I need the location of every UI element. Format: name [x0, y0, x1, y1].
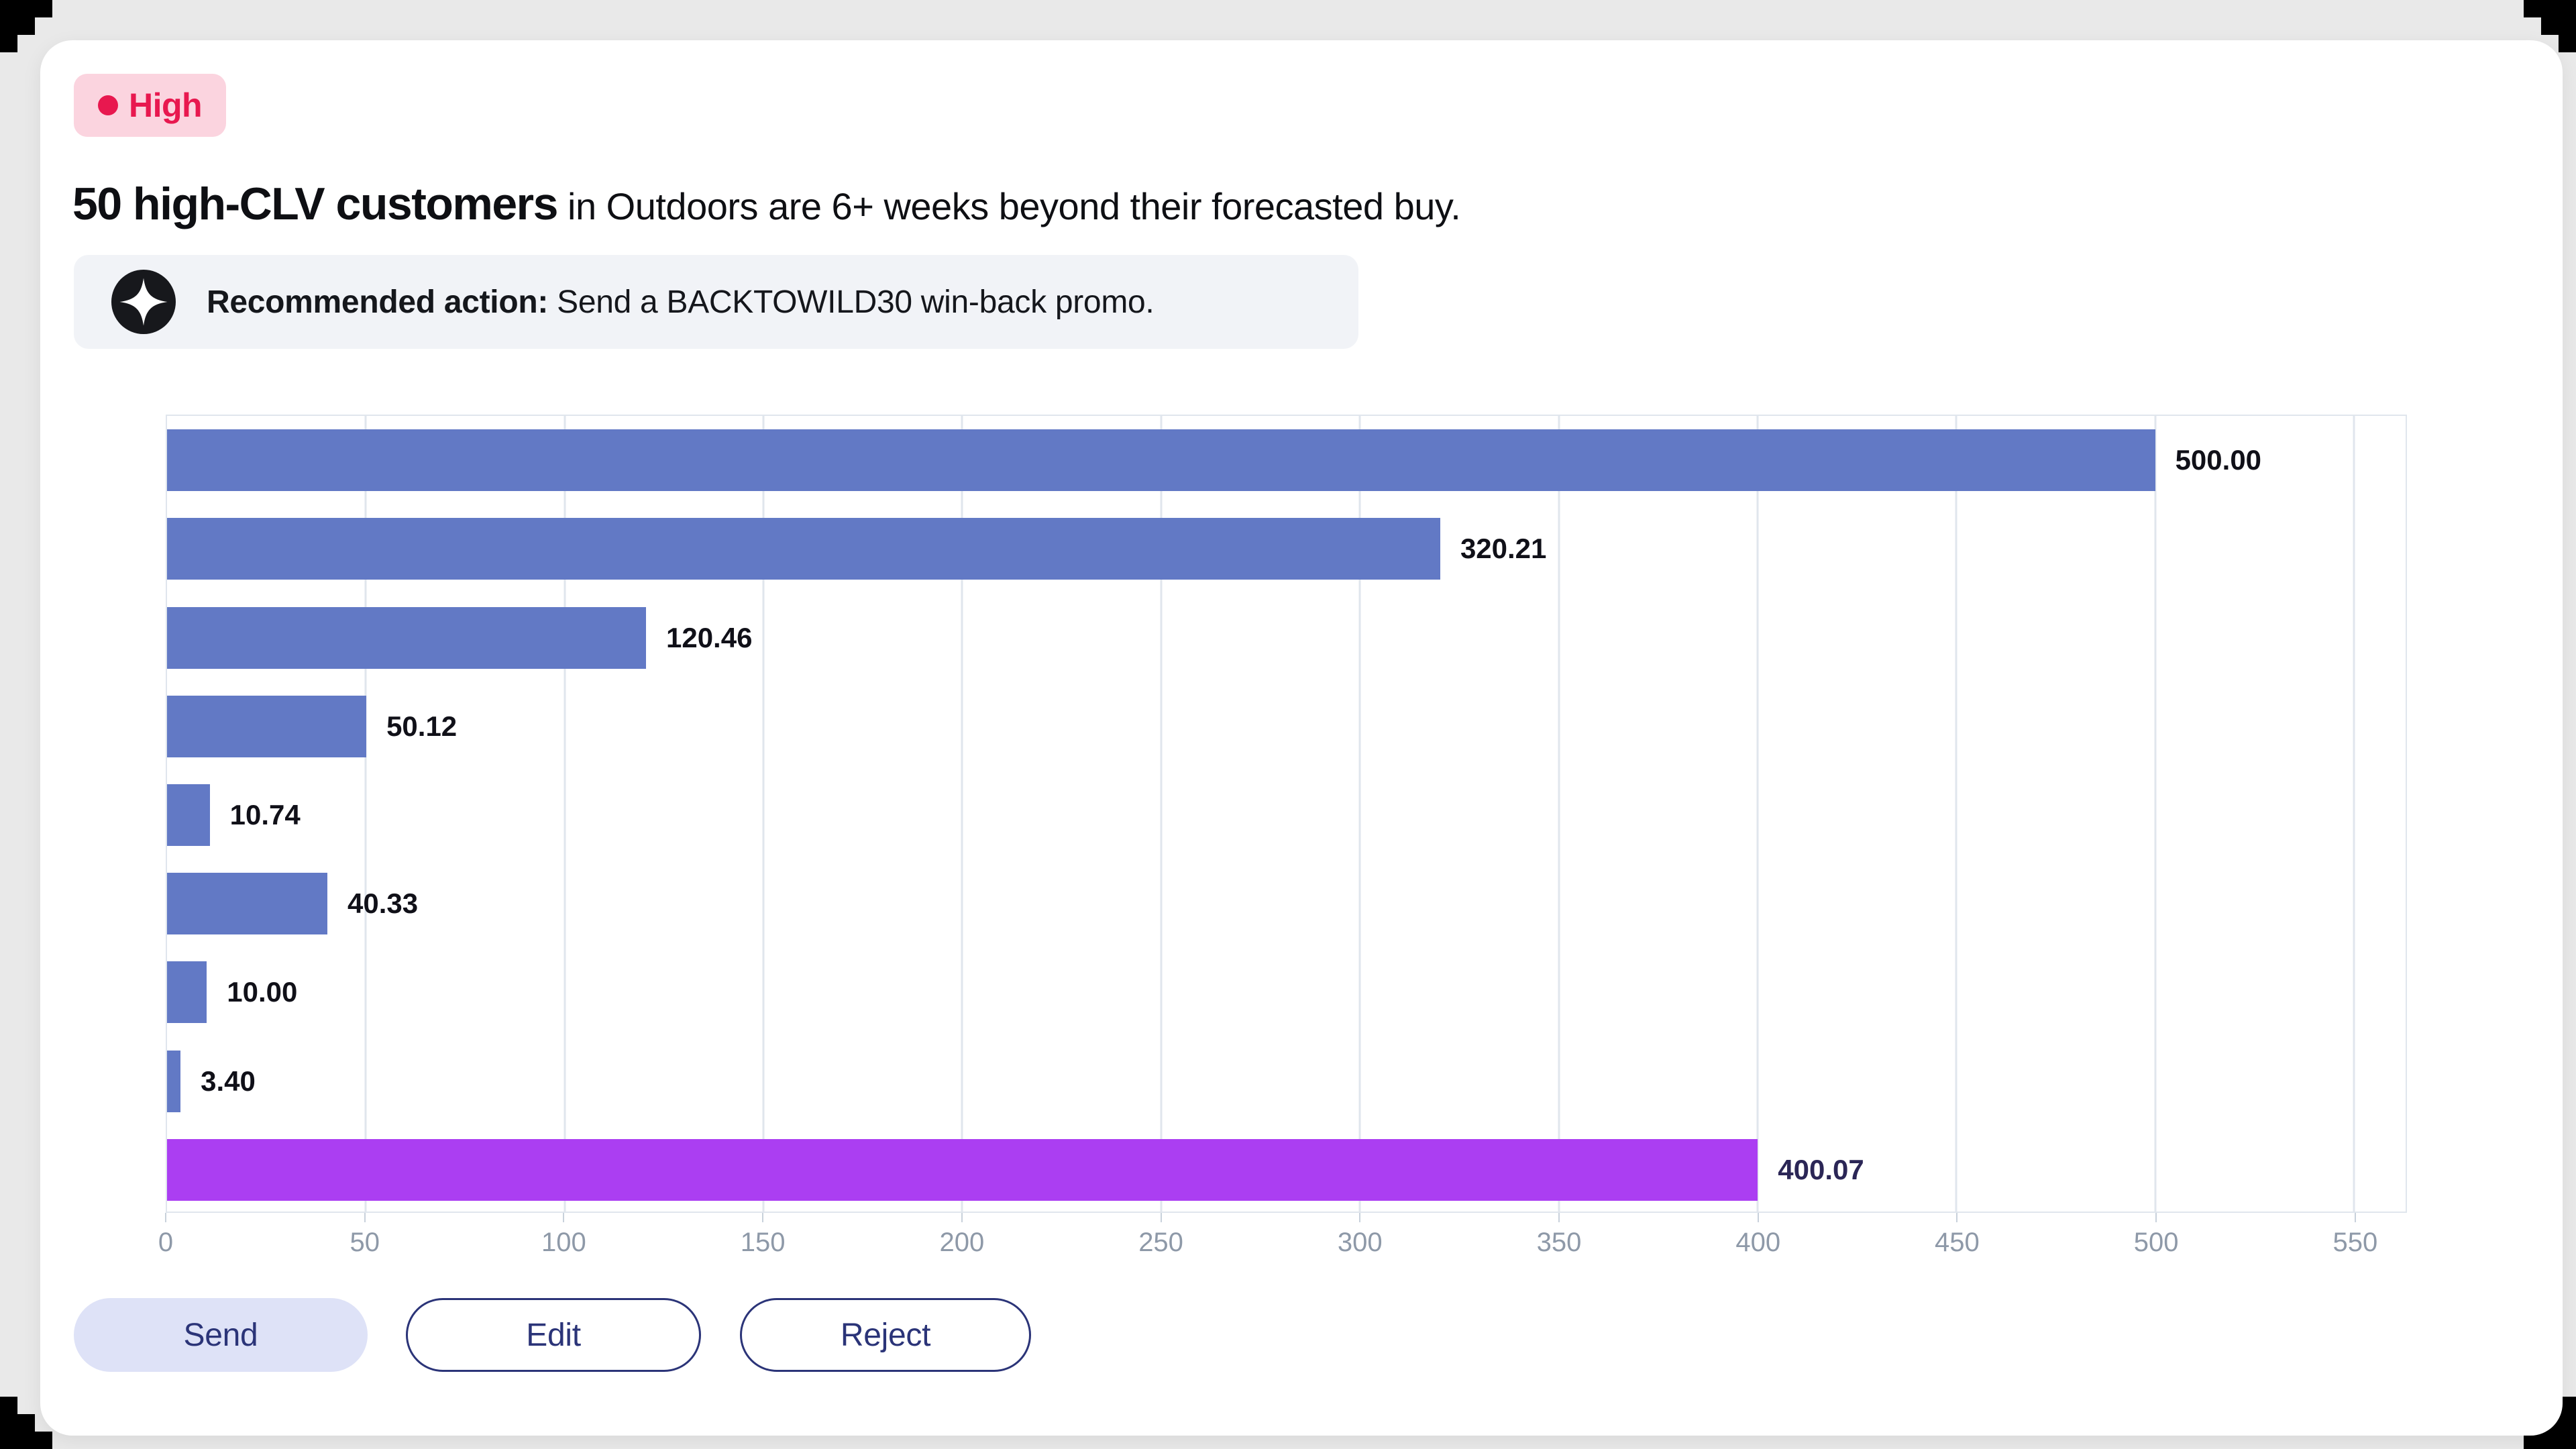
x-tick-label: 0	[158, 1228, 174, 1257]
corner-mark-top-left	[0, 0, 52, 52]
edit-button[interactable]: Edit	[406, 1298, 701, 1372]
x-tick-mark	[1558, 1213, 1560, 1222]
priority-badge-label: High	[129, 87, 203, 124]
bar-value-label: 400.07	[1778, 1153, 1864, 1185]
x-tick-label: 150	[740, 1228, 786, 1257]
x-tick-label: 300	[1337, 1228, 1383, 1257]
bar	[167, 518, 1440, 580]
bar	[167, 695, 367, 757]
sparkle-icon	[111, 270, 176, 334]
gridline	[1558, 416, 1560, 1212]
x-tick-label: 350	[1536, 1228, 1582, 1257]
bar	[167, 1138, 1758, 1201]
x-tick-mark	[1160, 1213, 1162, 1222]
gridline	[1756, 416, 1759, 1212]
x-tick-label: 450	[1935, 1228, 1980, 1257]
gridline	[2154, 416, 2157, 1212]
bar-value-label: 10.00	[227, 976, 298, 1008]
bar	[167, 961, 207, 1024]
x-tick-mark	[165, 1213, 166, 1222]
x-tick-mark	[2354, 1213, 2356, 1222]
priority-badge: High	[74, 74, 227, 137]
x-tick-label: 200	[939, 1228, 985, 1257]
x-tick-mark	[364, 1213, 366, 1222]
bar-value-label: 50.12	[386, 710, 458, 742]
x-tick-label: 250	[1138, 1228, 1183, 1257]
x-tick-label: 400	[1735, 1228, 1781, 1257]
gridline	[1955, 416, 1957, 1212]
bar-chart: 500.00 320.21 120.46 50.12 10.74 40.33 10.00 3.…	[158, 415, 2407, 1267]
gridline	[364, 416, 367, 1212]
bar-value-label: 500.00	[2175, 444, 2262, 476]
x-axis: 0 50 100 150 200 250 300 350 400 450 500 550	[158, 1213, 2407, 1267]
x-tick-label: 550	[2332, 1228, 2378, 1257]
bar	[167, 429, 2155, 492]
x-tick-mark	[1757, 1213, 1759, 1222]
recommended-action-text: Recommended action: Send a BACKTOWILD30 …	[207, 284, 1155, 321]
bar	[167, 1050, 181, 1112]
bar	[167, 873, 328, 935]
gridline	[564, 416, 566, 1212]
headline-rest	[557, 185, 568, 227]
priority-dot-icon	[98, 95, 118, 115]
gridline	[1358, 416, 1361, 1212]
x-tick-label: 100	[541, 1228, 586, 1257]
x-tick-label: 50	[350, 1228, 380, 1257]
plot-area: 500.00 320.21 120.46 50.12 10.74 40.33 10.00 3.…	[166, 415, 2407, 1213]
insight-headline: 50 high-CLV customers in Outdoors are 6+…	[72, 181, 2487, 227]
bar-value-label: 10.74	[229, 799, 301, 830]
gridline	[2353, 416, 2355, 1212]
reject-button[interactable]: Reject	[740, 1298, 1031, 1372]
bar-value-label: 3.40	[201, 1065, 256, 1097]
x-tick-label: 500	[2133, 1228, 2179, 1257]
x-tick-mark	[1359, 1213, 1361, 1222]
bar	[167, 606, 646, 669]
bar	[167, 784, 210, 846]
bar-value-label: 40.33	[347, 888, 419, 920]
x-tick-mark	[961, 1213, 963, 1222]
recommended-action-label: Recommended action:	[207, 284, 549, 320]
headline-rest-text: in Outdoors are 6+ weeks beyond their fo…	[568, 185, 1461, 227]
gridline	[1160, 416, 1163, 1212]
insight-card: High 50 high-CLV customers in Outdoors a…	[40, 40, 2563, 1436]
x-tick-mark	[2155, 1213, 2157, 1222]
recommended-action-box: Recommended action: Send a BACKTOWILD30 …	[74, 255, 1358, 349]
x-tick-mark	[1956, 1213, 1958, 1222]
action-spacer	[548, 284, 557, 320]
bar-value-label: 320.21	[1460, 533, 1547, 565]
x-tick-mark	[563, 1213, 565, 1222]
x-tick-mark	[762, 1213, 764, 1222]
bar-value-label: 120.46	[665, 621, 753, 653]
headline-emphasis: 50 high-CLV customers	[72, 178, 558, 229]
gridline	[762, 416, 765, 1212]
gridline	[961, 416, 963, 1212]
recommended-action-detail: Send a BACKTOWILD30 win-back promo.	[557, 284, 1155, 320]
send-button[interactable]: Send	[74, 1298, 368, 1372]
